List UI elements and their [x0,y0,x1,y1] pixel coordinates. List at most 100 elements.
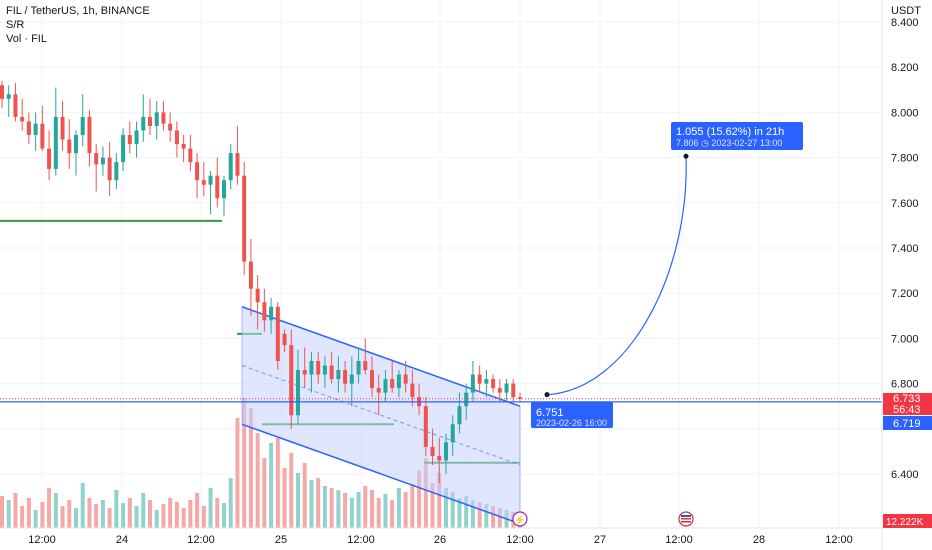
candle-body[interactable] [356,361,361,375]
candle-body[interactable] [322,365,327,375]
candle-body[interactable] [444,442,448,461]
candle-body[interactable] [363,361,368,371]
candle-body[interactable] [329,365,334,380]
candle-body[interactable] [410,383,415,398]
candle-body[interactable] [0,85,4,99]
candle-body[interactable] [491,379,496,389]
candle-body[interactable] [430,446,435,456]
time-axis-tick: 26 [434,534,446,546]
candle-body[interactable] [275,306,280,361]
price-axis-tick: 7.000 [891,333,919,345]
candle-body[interactable] [53,116,58,169]
candle-body[interactable] [504,383,509,393]
last-price-tag[interactable] [883,393,932,415]
projection-curve[interactable] [546,156,687,396]
candle-body[interactable] [188,148,193,163]
candle-body[interactable] [470,374,475,393]
candle-body[interactable] [242,175,247,262]
horizontal-line-tag[interactable] [883,416,932,430]
volume-bar [363,486,368,528]
candle-body[interactable] [316,361,321,375]
candle-body[interactable] [154,112,159,126]
candle-body[interactable] [94,153,99,165]
candle-body[interactable] [464,392,469,407]
indicator-sr-label[interactable]: S/R [6,19,25,31]
volume-bar [53,493,58,528]
candle-body[interactable] [302,370,307,375]
projection-start-point[interactable] [544,392,550,398]
candle-body[interactable] [67,139,72,154]
candle-body[interactable] [201,180,206,185]
candle-body[interactable] [457,406,462,425]
candle-body[interactable] [343,370,348,384]
candle-body[interactable] [390,379,395,389]
candle-body[interactable] [222,180,226,199]
projection-end-point[interactable] [683,153,689,159]
candle-body[interactable] [518,397,522,399]
candle-body[interactable] [396,374,401,389]
candle-body[interactable] [336,370,341,380]
candle-body[interactable] [13,94,18,117]
channel-lower-line[interactable] [241,423,521,525]
candle-body[interactable] [383,379,388,393]
candle-body[interactable] [215,175,220,199]
candle-body[interactable] [262,302,267,321]
volume-tag[interactable] [883,514,932,528]
candle-body[interactable] [6,94,11,99]
candle-body[interactable] [107,157,112,181]
candle-body[interactable] [484,379,489,384]
candle-body[interactable] [228,153,233,181]
dividend-event-icon[interactable] [512,511,528,527]
candle-body[interactable] [20,116,25,122]
candle-body[interactable] [403,374,408,384]
candle-body[interactable] [255,288,260,303]
candle-body[interactable] [141,116,146,131]
candle-body[interactable] [477,374,482,384]
candle-body[interactable] [296,370,300,416]
candle-body[interactable] [80,116,85,135]
candle-body[interactable] [148,116,152,126]
candle-body[interactable] [114,162,119,181]
candle-body[interactable] [423,406,428,447]
volume-bar [269,443,274,528]
candle-body[interactable] [127,135,132,145]
candle-body[interactable] [376,388,381,393]
candle-body[interactable] [370,370,374,389]
candle-body[interactable] [269,306,274,321]
candle-body[interactable] [282,333,287,346]
candle-body[interactable] [208,175,213,185]
candle-body[interactable] [181,144,186,149]
candle-body[interactable] [511,383,516,398]
volume-bar [87,498,92,528]
candle-body[interactable] [26,121,31,135]
indicator-volume-label[interactable]: Vol · FIL [6,33,47,45]
candle-body[interactable] [349,374,354,384]
flag-icon [681,515,691,517]
candle-body[interactable] [100,157,105,165]
candle-body[interactable] [40,123,45,149]
candle-body[interactable] [309,361,314,375]
candle-body[interactable] [74,135,78,154]
candle-body[interactable] [161,112,166,124]
candle-body[interactable] [174,130,179,145]
candle-body[interactable] [235,153,240,176]
volume-bar [215,498,220,528]
candle-body[interactable] [195,162,200,181]
candle-body[interactable] [248,261,253,289]
volume-bar [430,483,435,528]
candle-body[interactable] [497,388,502,393]
candle-body[interactable] [450,424,455,443]
candle-body[interactable] [121,135,126,163]
candle-body[interactable] [60,116,65,140]
symbol-title[interactable]: FIL / TetherUS, 1h, BINANCE [6,5,150,17]
time-axis-tick: 12:00 [825,534,853,546]
candle-body[interactable] [47,148,52,169]
flag-icon [681,518,691,520]
candle-body[interactable] [289,345,294,416]
candle-body[interactable] [87,116,92,154]
candle-body[interactable] [437,455,442,461]
candle-body[interactable] [168,123,173,131]
candle-body[interactable] [134,130,139,145]
candle-body[interactable] [33,123,38,135]
